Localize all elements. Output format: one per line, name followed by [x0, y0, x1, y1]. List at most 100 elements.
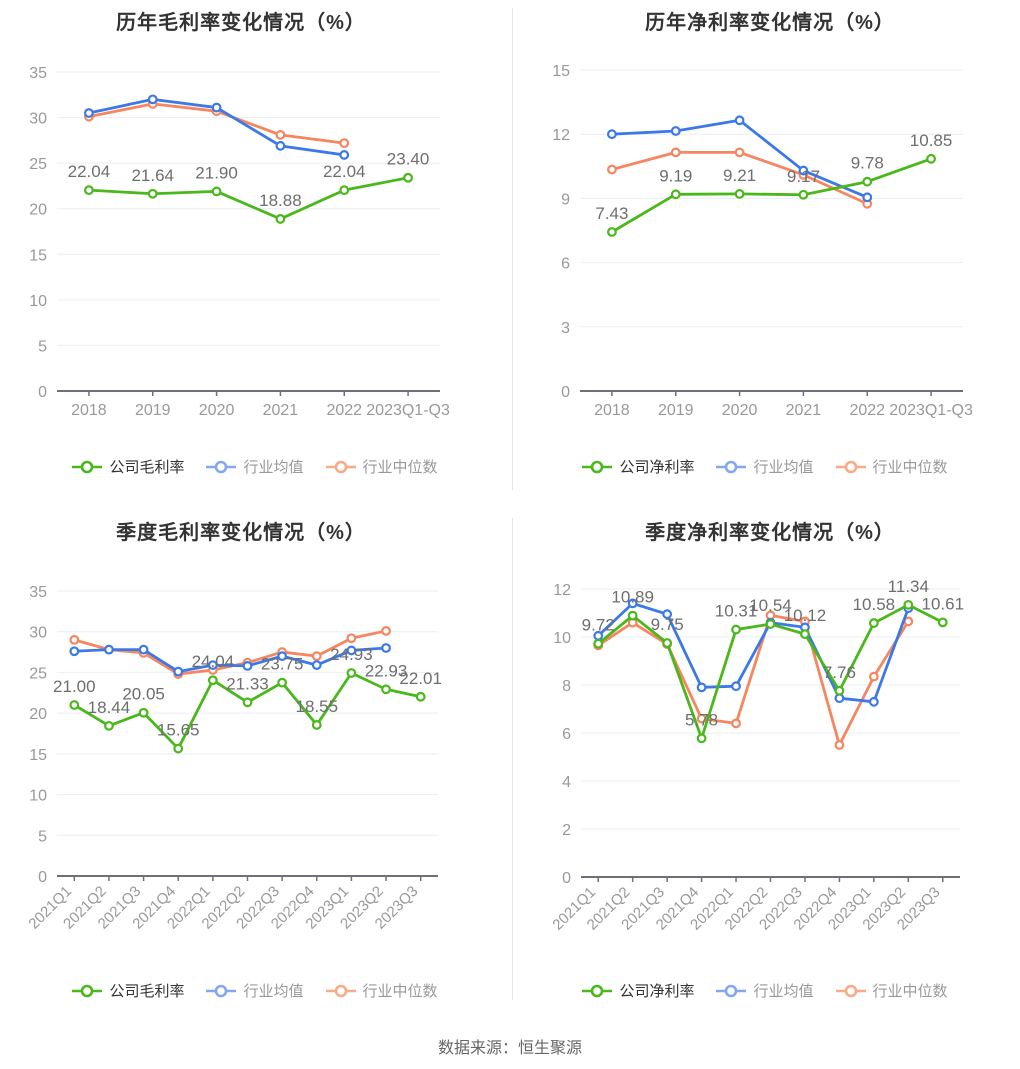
svg-text:5: 5	[38, 338, 47, 355]
legend-label: 行业均值	[243, 459, 304, 476]
svg-text:18.55: 18.55	[295, 697, 338, 716]
legend-item-industry_avg[interactable]: 行业均值	[206, 456, 304, 477]
legend-item-company[interactable]: 公司毛利率	[72, 456, 184, 477]
legend-item-industry_median[interactable]: 行业中位数	[325, 456, 438, 477]
svg-text:2018: 2018	[71, 402, 107, 419]
legend-item-industry_median[interactable]: 行业中位数	[835, 456, 948, 477]
svg-text:2021: 2021	[786, 402, 822, 419]
legend-industry_avg-line-icon	[206, 460, 237, 473]
svg-text:10.31: 10.31	[715, 602, 758, 621]
svg-text:15.65: 15.65	[157, 721, 200, 740]
svg-text:2021: 2021	[263, 402, 299, 419]
svg-text:9.21: 9.21	[723, 166, 756, 185]
svg-text:21.64: 21.64	[131, 166, 174, 185]
svg-text:2020: 2020	[199, 402, 235, 419]
svg-text:0: 0	[38, 869, 47, 886]
legend-item-industry_avg[interactable]: 行业均值	[716, 456, 814, 477]
svg-text:9.75: 9.75	[651, 615, 684, 634]
legend-industry_median-line-icon	[325, 984, 356, 997]
legend-item-industry_median[interactable]: 行业中位数	[835, 980, 948, 1001]
legend-label: 行业中位数	[872, 983, 948, 1000]
svg-text:10.61: 10.61	[921, 594, 964, 613]
svg-text:10.89: 10.89	[611, 588, 654, 607]
svg-text:10: 10	[29, 293, 47, 310]
svg-text:4: 4	[562, 774, 571, 791]
svg-text:9.17: 9.17	[787, 167, 820, 186]
chart-title: 历年净利率变化情况（%）	[645, 12, 895, 34]
quarterly-net-margin-plot: 0246810122021Q12021Q22021Q32021Q42022Q12…	[549, 577, 964, 934]
svg-text:0: 0	[561, 384, 570, 401]
svg-text:9.72: 9.72	[582, 616, 615, 635]
svg-text:35: 35	[29, 65, 47, 82]
svg-text:35: 35	[29, 584, 47, 601]
svg-text:15: 15	[29, 747, 47, 764]
svg-text:21.33: 21.33	[226, 674, 269, 693]
legend-item-industry_median[interactable]: 行业中位数	[325, 980, 438, 1001]
svg-text:2023Q1-Q3: 2023Q1-Q3	[889, 402, 973, 419]
legend-company-line-icon	[72, 984, 103, 997]
svg-text:20: 20	[29, 706, 47, 723]
svg-text:23.40: 23.40	[387, 150, 430, 169]
svg-text:21.00: 21.00	[53, 677, 96, 696]
legend-label: 公司毛利率	[109, 459, 185, 476]
svg-text:12: 12	[552, 127, 570, 144]
svg-text:20: 20	[29, 202, 47, 219]
legend-industry_avg-line-icon	[716, 984, 747, 997]
legend-item-industry_avg[interactable]: 行业均值	[716, 980, 814, 1001]
legend: 公司毛利率 行业均值 行业中位数	[0, 456, 510, 477]
legend-company-line-icon	[72, 460, 103, 473]
svg-text:25: 25	[29, 156, 47, 173]
legend-label: 公司净利率	[619, 459, 695, 476]
legend-company-line-icon	[582, 460, 613, 473]
svg-text:9.78: 9.78	[851, 154, 884, 173]
svg-text:2018: 2018	[594, 402, 630, 419]
svg-text:8: 8	[562, 678, 571, 695]
svg-text:10.12: 10.12	[784, 606, 827, 625]
legend-item-industry_avg[interactable]: 行业均值	[206, 980, 304, 1001]
svg-text:10.58: 10.58	[853, 595, 896, 614]
legend-label: 行业均值	[753, 983, 814, 1000]
chart-title: 历年毛利率变化情况（%）	[116, 12, 366, 34]
svg-text:10: 10	[29, 788, 47, 805]
legend-item-company[interactable]: 公司净利率	[582, 980, 694, 1001]
data-source-note: 数据来源：恒生聚源	[437, 1040, 582, 1057]
legend-item-company[interactable]: 公司净利率	[582, 456, 694, 477]
chart-annual-gross-margin: 0 5 10 15 20 25 30 35 2018 2019 2020 2021 2022 2023Q1…	[0, 0, 510, 510]
svg-text:0: 0	[562, 870, 571, 887]
svg-text:22.93: 22.93	[365, 661, 408, 680]
legend-company-line-icon	[582, 984, 613, 997]
svg-text:3: 3	[561, 320, 570, 337]
legend-industry_median-line-icon	[325, 460, 356, 473]
legend-item-company[interactable]: 公司毛利率	[72, 980, 184, 1001]
svg-text:25: 25	[29, 665, 47, 682]
annual-gross-margin-plot: 0 5 10 15 20 25 30 35 2018 2019 2020 2021 2022 2023Q1…	[29, 65, 450, 419]
chart-title: 季度净利率变化情况（%）	[645, 522, 895, 544]
svg-text:18.88: 18.88	[259, 191, 302, 210]
quarterly-gross-margin-plot: 051015202530352021Q12021Q22021Q32021Q420…	[25, 584, 442, 933]
svg-text:18.44: 18.44	[88, 698, 131, 717]
svg-text:2022: 2022	[326, 402, 362, 419]
svg-text:23.75: 23.75	[261, 655, 304, 674]
chart-annual-net-margin: 0 3 6 9 12 15 2018 2019 2020 2021 2022 2023Q1-Q3 7.4…	[510, 0, 1020, 510]
legend-label: 公司净利率	[619, 983, 695, 1000]
legend-industry_avg-line-icon	[206, 984, 237, 997]
svg-text:7.43: 7.43	[595, 204, 628, 223]
svg-text:2: 2	[562, 822, 571, 839]
svg-text:5: 5	[38, 828, 47, 845]
legend-industry_median-line-icon	[835, 984, 866, 997]
vertical-divider-top	[512, 8, 513, 490]
legend-industry_median-line-icon	[835, 460, 866, 473]
legend-label: 行业中位数	[362, 459, 438, 476]
svg-text:9: 9	[561, 191, 570, 208]
svg-text:30: 30	[29, 111, 47, 128]
legend-industry_avg-line-icon	[716, 460, 747, 473]
vertical-divider-bottom	[512, 518, 513, 1000]
svg-text:12: 12	[553, 582, 571, 599]
svg-text:10: 10	[553, 630, 571, 647]
legend: 公司净利率 行业均值 行业中位数	[510, 456, 1020, 477]
svg-text:6: 6	[561, 256, 570, 273]
svg-text:11.34: 11.34	[888, 577, 929, 596]
svg-text:22.04: 22.04	[323, 162, 366, 181]
legend: 公司毛利率 行业均值 行业中位数	[0, 980, 510, 1001]
chart-quarterly-net-margin: 0 2 4 6 8 10 12 2021Q1 2021Q2 2021Q3 2021Q4 2022Q1 2…	[510, 510, 1020, 1020]
